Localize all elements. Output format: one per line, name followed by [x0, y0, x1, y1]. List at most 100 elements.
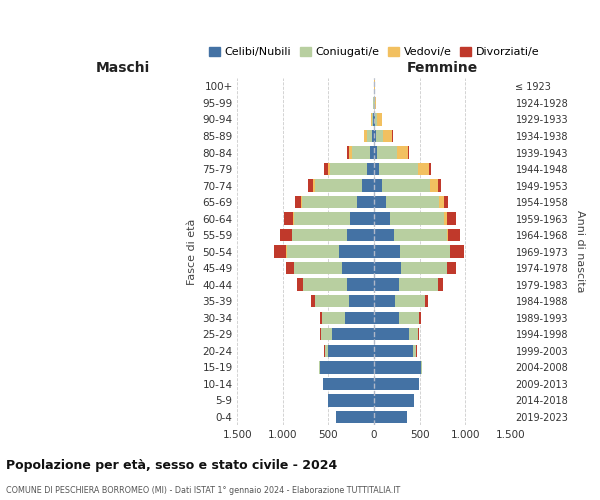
Bar — [374, 163, 379, 175]
Bar — [374, 344, 413, 357]
Bar — [325, 344, 328, 357]
Bar — [286, 262, 293, 274]
Bar — [350, 212, 374, 225]
Bar — [400, 246, 449, 258]
Bar — [367, 163, 374, 175]
Bar — [352, 146, 370, 158]
Bar — [284, 212, 293, 225]
Bar — [349, 146, 352, 158]
Bar — [439, 196, 443, 208]
Bar — [377, 114, 382, 126]
Text: Popolazione per età, sesso e stato civile - 2024: Popolazione per età, sesso e stato civil… — [6, 460, 337, 472]
Bar — [428, 163, 431, 175]
Bar — [328, 394, 374, 406]
Bar — [451, 246, 464, 258]
Bar — [349, 295, 374, 308]
Bar — [320, 328, 321, 340]
Bar — [425, 295, 428, 308]
Bar — [298, 278, 303, 291]
Bar — [374, 278, 398, 291]
Bar — [374, 130, 376, 142]
Bar — [295, 196, 301, 208]
Bar — [374, 212, 391, 225]
Bar — [293, 212, 294, 225]
Bar — [374, 246, 400, 258]
Text: Femmine: Femmine — [407, 60, 478, 74]
Bar — [342, 262, 374, 274]
Bar — [332, 328, 374, 340]
Bar — [321, 328, 332, 340]
Bar — [292, 229, 347, 241]
Text: COMUNE DI PESCHIERA BORROMEO (MI) - Dati ISTAT 1° gennaio 2024 - Elaborazione TU: COMUNE DI PESCHIERA BORROMEO (MI) - Dati… — [6, 486, 400, 495]
Bar — [447, 229, 448, 241]
Bar — [438, 278, 443, 291]
Bar — [308, 180, 313, 192]
Bar — [418, 163, 428, 175]
Bar — [374, 196, 386, 208]
Bar — [328, 163, 331, 175]
Bar — [443, 196, 448, 208]
Bar — [274, 246, 286, 258]
Bar — [370, 146, 374, 158]
Bar — [430, 180, 438, 192]
Y-axis label: Fasce di età: Fasce di età — [187, 218, 197, 285]
Bar — [418, 328, 419, 340]
Bar — [373, 114, 374, 126]
Bar — [287, 246, 340, 258]
Bar — [331, 163, 367, 175]
Bar — [374, 312, 398, 324]
Bar — [374, 146, 377, 158]
Bar — [372, 130, 374, 142]
Bar — [323, 378, 374, 390]
Bar — [374, 96, 376, 109]
Bar — [375, 114, 377, 126]
Bar — [398, 312, 419, 324]
Bar — [364, 130, 367, 142]
Bar — [374, 262, 401, 274]
Bar — [315, 180, 362, 192]
Bar — [340, 246, 374, 258]
Bar — [374, 295, 395, 308]
Bar — [374, 229, 394, 241]
Bar — [408, 146, 409, 158]
Bar — [397, 146, 408, 158]
Text: Maschi: Maschi — [95, 60, 150, 74]
Bar — [294, 262, 342, 274]
Bar — [280, 229, 292, 241]
Bar — [301, 196, 302, 208]
Bar — [395, 295, 425, 308]
Bar — [377, 146, 397, 158]
Bar — [386, 196, 439, 208]
Bar — [324, 163, 328, 175]
Bar — [319, 361, 320, 374]
Bar — [391, 212, 444, 225]
Bar — [322, 312, 345, 324]
Bar — [374, 114, 375, 126]
Bar — [374, 180, 382, 192]
Bar — [419, 312, 421, 324]
Bar — [294, 212, 350, 225]
Bar — [313, 180, 315, 192]
Bar — [347, 278, 374, 291]
Bar — [447, 212, 456, 225]
Bar — [421, 361, 422, 374]
Legend: Celibi/Nubili, Coniugati/e, Vedovi/e, Divorziati/e: Celibi/Nubili, Coniugati/e, Vedovi/e, Di… — [204, 42, 544, 62]
Bar — [374, 410, 407, 423]
Bar — [311, 295, 315, 308]
Bar — [362, 180, 374, 192]
Bar — [328, 344, 374, 357]
Bar — [374, 394, 414, 406]
Bar — [383, 130, 392, 142]
Bar — [448, 262, 455, 274]
Bar — [371, 114, 372, 126]
Bar — [336, 410, 374, 423]
Bar — [315, 295, 349, 308]
Bar — [347, 229, 374, 241]
Bar — [320, 361, 374, 374]
Bar — [382, 180, 430, 192]
Bar — [449, 246, 451, 258]
Bar — [401, 262, 447, 274]
Bar — [409, 328, 418, 340]
Bar — [379, 163, 418, 175]
Bar — [374, 378, 419, 390]
